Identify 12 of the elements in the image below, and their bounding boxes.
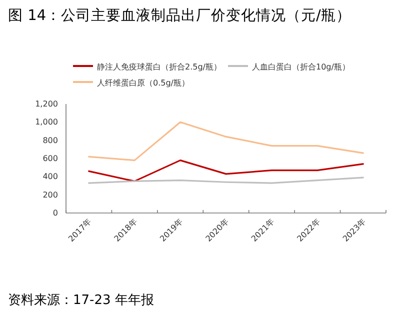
y-tick-label: 1,200 <box>35 100 58 108</box>
y-tick-label: 600 <box>42 154 58 163</box>
chart-title: 图 14：公司主要血液制品出厂价变化情况（元/瓶） <box>8 7 351 24</box>
legend-label: 静注人免疫球蛋白（折合2.5g/瓶） <box>97 62 222 72</box>
y-tick-label: 1,000 <box>35 118 58 127</box>
text: 资料来源：17-23 年年报 <box>8 293 154 308</box>
y-tick-label: 400 <box>42 172 58 182</box>
legend-label: 人血白蛋白（折合10g/瓶） <box>252 62 350 72</box>
y-tick-label: 800 <box>42 136 58 145</box>
legend-label: 人纤维蛋白原（0.5g/瓶） <box>97 78 190 88</box>
y-tick-label: 200 <box>42 190 58 200</box>
y-tick-label: 0 <box>52 208 58 218</box>
